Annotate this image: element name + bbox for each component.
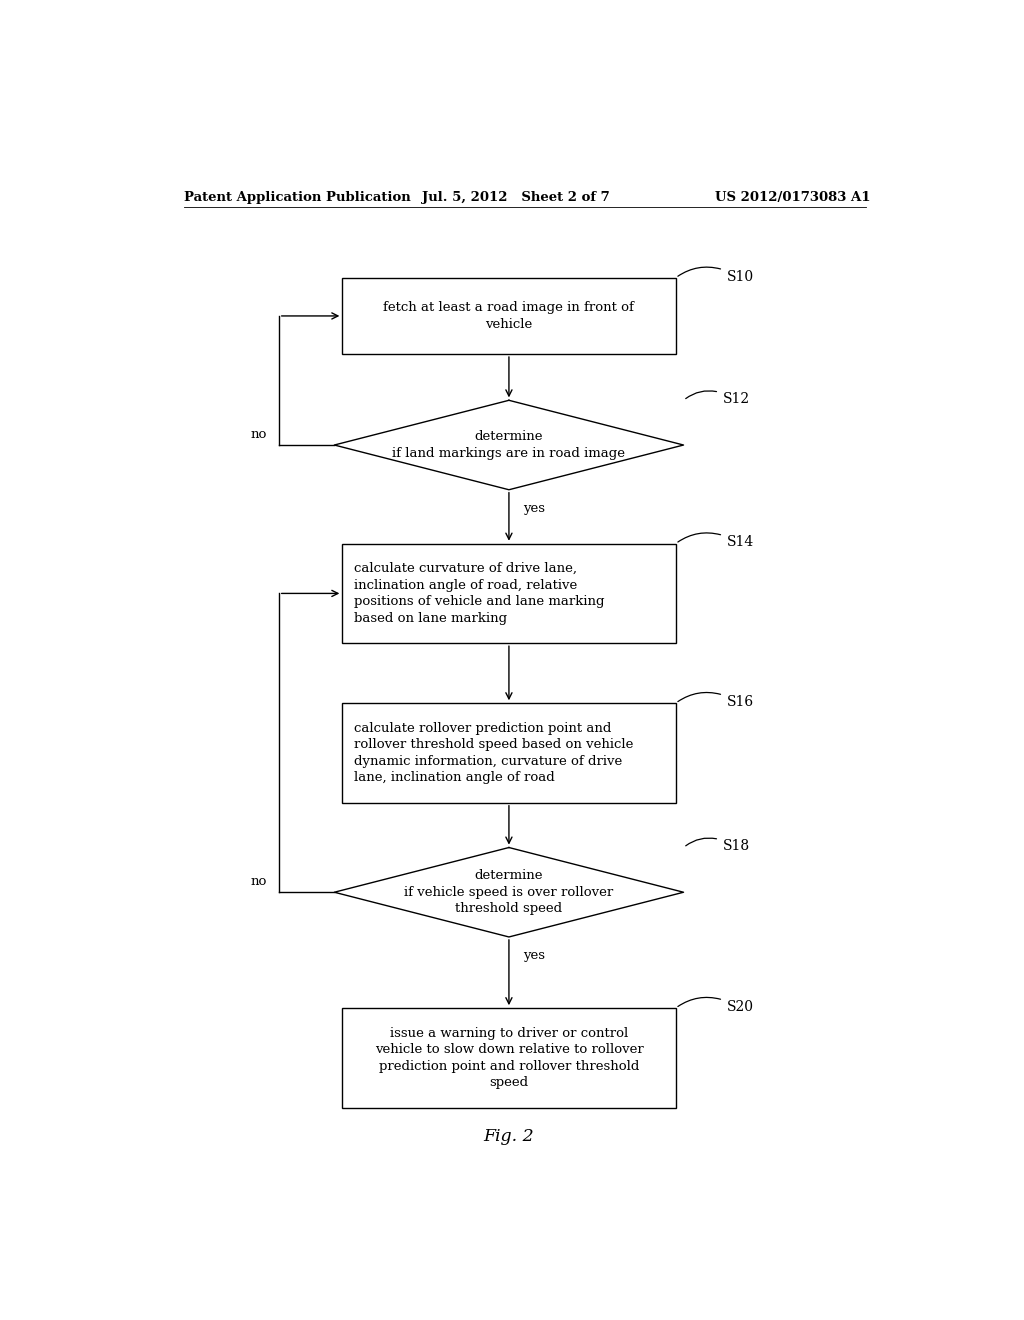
- Text: yes: yes: [523, 502, 545, 515]
- FancyBboxPatch shape: [342, 277, 676, 354]
- Text: calculate curvature of drive lane,
inclination angle of road, relative
positions: calculate curvature of drive lane, incli…: [354, 562, 605, 624]
- Text: S10: S10: [727, 269, 755, 284]
- Text: Jul. 5, 2012   Sheet 2 of 7: Jul. 5, 2012 Sheet 2 of 7: [422, 190, 609, 203]
- Text: determine
if vehicle speed is over rollover
threshold speed: determine if vehicle speed is over rollo…: [404, 870, 613, 915]
- Text: S14: S14: [727, 536, 755, 549]
- Text: Patent Application Publication: Patent Application Publication: [183, 190, 411, 203]
- Text: S20: S20: [727, 1001, 754, 1014]
- Text: calculate rollover prediction point and
rollover threshold speed based on vehicl: calculate rollover prediction point and …: [354, 722, 634, 784]
- Text: S12: S12: [723, 392, 751, 407]
- Text: S18: S18: [723, 840, 751, 854]
- Text: S16: S16: [727, 696, 755, 709]
- Text: no: no: [251, 428, 267, 441]
- Text: issue a warning to driver or control
vehicle to slow down relative to rollover
p: issue a warning to driver or control veh…: [375, 1027, 643, 1089]
- Text: fetch at least a road image in front of
vehicle: fetch at least a road image in front of …: [384, 301, 634, 331]
- FancyBboxPatch shape: [342, 704, 676, 803]
- Text: determine
if land markings are in road image: determine if land markings are in road i…: [392, 430, 626, 459]
- FancyBboxPatch shape: [342, 1008, 676, 1107]
- Text: US 2012/0173083 A1: US 2012/0173083 A1: [715, 190, 870, 203]
- Text: no: no: [251, 875, 267, 888]
- FancyBboxPatch shape: [342, 544, 676, 643]
- Text: Fig. 2: Fig. 2: [483, 1127, 535, 1144]
- Text: yes: yes: [523, 949, 545, 962]
